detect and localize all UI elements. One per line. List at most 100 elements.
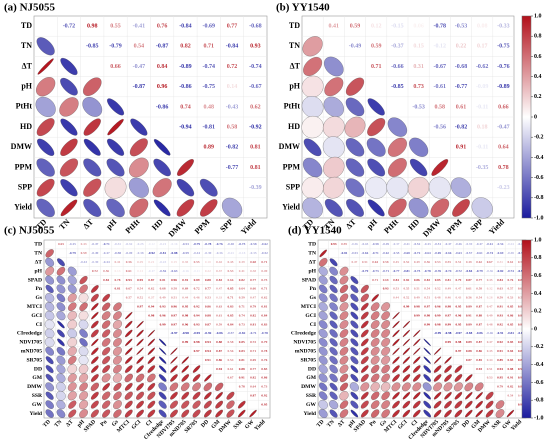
correlation-ellipse xyxy=(452,199,470,217)
correlation-label: 0.32 xyxy=(487,287,493,291)
correlation-label: -0.47 xyxy=(497,124,510,130)
correlation-ellipse xyxy=(350,391,359,400)
correlation-ellipse xyxy=(423,356,431,364)
row-label: CIrededge xyxy=(17,331,43,337)
correlation-label: 0.95 xyxy=(497,376,503,380)
correlation-ellipse xyxy=(203,400,212,409)
correlation-label: -0.35 xyxy=(250,251,257,255)
correlation-ellipse xyxy=(423,374,432,382)
correlation-ellipse xyxy=(370,311,380,320)
correlation-ellipse xyxy=(56,390,66,401)
correlation-label: 0.91 xyxy=(466,313,472,317)
correlation-ellipse xyxy=(158,400,167,409)
correlation-ellipse xyxy=(371,294,379,302)
correlation-label: 0.49 xyxy=(487,313,493,317)
colorbar-tick-label: -0.8 xyxy=(534,195,544,201)
correlation-ellipse xyxy=(350,409,359,418)
correlation-label: -0.48 xyxy=(227,242,234,246)
correlation-ellipse xyxy=(79,373,89,383)
correlation-label: -0.41 xyxy=(133,23,146,29)
correlation-label: 0.47 xyxy=(487,305,493,309)
correlation-label: 0.98 xyxy=(194,340,200,344)
correlation-label: 0.64 xyxy=(498,145,509,151)
correlation-ellipse xyxy=(350,284,359,293)
correlation-label: 0.82 xyxy=(508,385,514,389)
correlation-label: -0.52 xyxy=(261,251,268,255)
correlation-label: 0.44 xyxy=(182,296,188,300)
correlation-label: 0.99 xyxy=(182,340,188,344)
correlation-label: -0.36 xyxy=(216,251,223,255)
correlation-ellipse xyxy=(433,392,442,400)
correlation-label: -0.89 xyxy=(179,64,192,70)
correlation-ellipse xyxy=(318,382,328,392)
correlation-label: -0.53 xyxy=(455,23,468,29)
correlation-ellipse xyxy=(106,158,125,177)
correlation-ellipse xyxy=(329,364,338,374)
correlation-label: 0.69 xyxy=(182,287,188,291)
correlation-label: 0.58 xyxy=(171,287,177,291)
correlation-label: 0.73 xyxy=(413,84,424,90)
colorbar-tick-label: -0.6 xyxy=(534,380,544,386)
correlation-ellipse xyxy=(83,158,102,177)
correlation-label: 0.95 xyxy=(456,322,462,326)
correlation-label: -0.81 xyxy=(403,269,410,273)
correlation-ellipse xyxy=(153,199,171,217)
correlation-ellipse xyxy=(345,138,365,157)
correlation-label: -0.12 xyxy=(148,242,155,246)
correlation-label: 0.91 xyxy=(456,145,467,151)
correlation-label: 0.59 xyxy=(497,296,503,300)
correlation-ellipse xyxy=(125,356,133,364)
correlation-ellipse xyxy=(67,284,77,294)
correlation-label: 0.91 xyxy=(497,349,503,353)
correlation-ellipse xyxy=(454,374,463,382)
correlation-ellipse xyxy=(113,329,122,338)
correlation-label: 0.95 xyxy=(137,278,143,282)
correlation-label: 0.97 xyxy=(456,349,462,353)
correlation-ellipse xyxy=(339,293,349,303)
correlation-label: 0.77 xyxy=(250,278,256,282)
correlation-ellipse xyxy=(339,400,349,409)
correlation-ellipse xyxy=(339,409,349,418)
correlation-label: 0.98 xyxy=(435,322,441,326)
correlation-ellipse xyxy=(423,392,431,400)
correlation-ellipse xyxy=(392,374,400,382)
correlation-ellipse xyxy=(226,409,235,418)
correlation-ellipse xyxy=(381,302,391,312)
correlation-label: 0.56 xyxy=(103,269,109,273)
correlation-ellipse xyxy=(329,400,339,410)
correlation-ellipse xyxy=(360,311,369,320)
correlation-ellipse xyxy=(57,338,65,347)
correlation-label: -0.86 xyxy=(216,331,223,335)
correlation-ellipse xyxy=(90,329,99,338)
correlation-ellipse xyxy=(147,391,156,400)
correlation-label: 0.97 xyxy=(424,305,430,309)
correlation-ellipse xyxy=(301,116,324,139)
column-label: SR705 xyxy=(184,419,199,434)
correlation-ellipse xyxy=(35,96,56,117)
correlation-label: 0.59 xyxy=(341,242,347,246)
correlation-ellipse xyxy=(67,382,77,392)
correlation-label: -0.79 xyxy=(109,44,122,50)
correlation-label: 0.62 xyxy=(250,104,261,110)
correlation-label: 0.91 xyxy=(508,376,514,380)
correlation-label: -0.53 xyxy=(412,104,425,110)
correlation-ellipse xyxy=(506,409,515,418)
correlation-ellipse xyxy=(485,409,494,418)
correlation-label: 0.45 xyxy=(227,260,233,264)
correlation-ellipse xyxy=(158,382,167,392)
row-label: CIrededge xyxy=(291,331,317,337)
colorbar-tick-label: 0.6 xyxy=(534,273,542,279)
row-label: mND705 xyxy=(295,349,316,355)
correlation-ellipse xyxy=(56,400,66,410)
correlation-ellipse xyxy=(170,356,178,364)
column-label: TN xyxy=(57,217,71,231)
correlation-label: 0.87 xyxy=(216,349,222,353)
correlation-label: 0.96 xyxy=(518,402,524,406)
correlation-label: 0.53 xyxy=(205,296,211,300)
column-label: HD xyxy=(406,217,421,232)
correlation-label: 0.44 xyxy=(393,296,399,300)
correlation-ellipse xyxy=(136,320,144,329)
correlation-label: 0.81 xyxy=(250,322,256,326)
correlation-label: 0.87 xyxy=(148,278,154,282)
correlation-label: 0.68 xyxy=(383,278,389,282)
